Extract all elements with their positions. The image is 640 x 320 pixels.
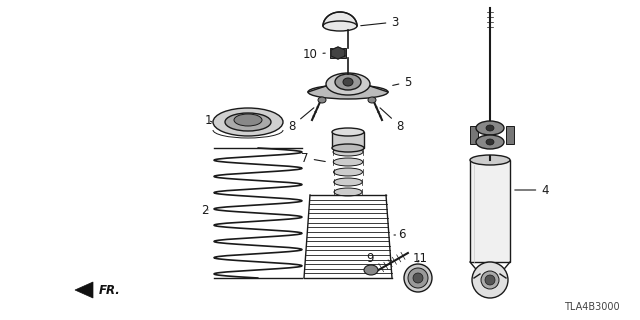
Ellipse shape <box>308 85 388 99</box>
Text: 8: 8 <box>380 108 404 132</box>
Text: 10: 10 <box>303 47 325 60</box>
Ellipse shape <box>343 78 353 86</box>
Ellipse shape <box>364 265 378 275</box>
Ellipse shape <box>413 273 423 283</box>
FancyBboxPatch shape <box>330 48 346 58</box>
Ellipse shape <box>318 97 326 103</box>
Bar <box>506 126 514 144</box>
Ellipse shape <box>333 178 362 186</box>
Ellipse shape <box>368 97 376 103</box>
Ellipse shape <box>332 144 364 152</box>
Ellipse shape <box>332 128 364 136</box>
Ellipse shape <box>481 271 499 289</box>
Text: TLA4B3000: TLA4B3000 <box>564 302 620 312</box>
Polygon shape <box>331 47 345 59</box>
Text: 8: 8 <box>288 108 314 132</box>
Ellipse shape <box>213 108 283 136</box>
Ellipse shape <box>333 158 363 166</box>
Ellipse shape <box>234 114 262 126</box>
Ellipse shape <box>472 262 508 298</box>
Ellipse shape <box>335 74 361 90</box>
Text: FR.: FR. <box>99 284 121 298</box>
Ellipse shape <box>323 21 357 31</box>
Polygon shape <box>323 12 357 26</box>
Ellipse shape <box>486 125 494 131</box>
Text: 4: 4 <box>515 183 548 196</box>
Ellipse shape <box>485 275 495 285</box>
Text: 11: 11 <box>413 252 428 265</box>
Bar <box>332 132 364 148</box>
Ellipse shape <box>225 113 271 131</box>
Text: 5: 5 <box>393 76 412 89</box>
Text: 2: 2 <box>201 204 209 217</box>
Polygon shape <box>75 282 93 298</box>
Text: 6: 6 <box>394 228 406 242</box>
Ellipse shape <box>404 264 432 292</box>
Text: 3: 3 <box>361 15 399 28</box>
Bar <box>470 160 510 262</box>
Ellipse shape <box>470 155 510 165</box>
Text: 7: 7 <box>301 151 325 164</box>
Ellipse shape <box>476 121 504 135</box>
Ellipse shape <box>326 73 370 95</box>
Ellipse shape <box>476 135 504 149</box>
Ellipse shape <box>486 139 494 145</box>
Text: 9: 9 <box>366 252 379 265</box>
Ellipse shape <box>333 148 363 156</box>
Ellipse shape <box>408 268 428 288</box>
Ellipse shape <box>334 188 362 196</box>
Ellipse shape <box>333 168 362 176</box>
Bar <box>470 126 478 144</box>
Text: 1: 1 <box>204 114 212 126</box>
